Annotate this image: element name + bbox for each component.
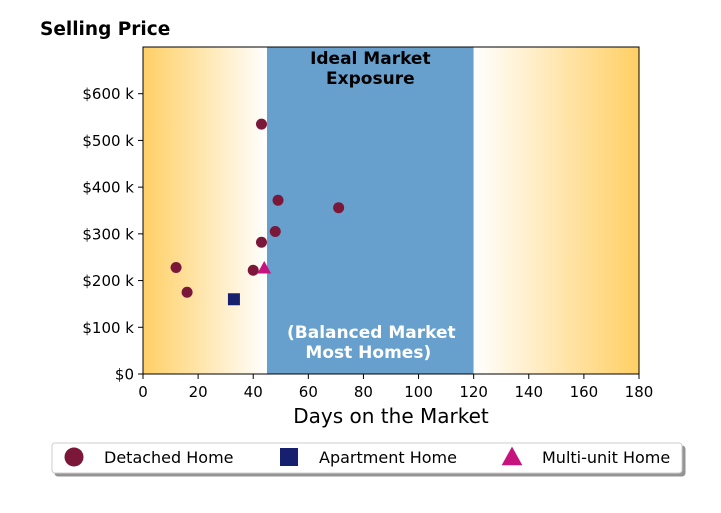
ideal-band-title-line2: Exposure	[326, 69, 415, 89]
x-tick-label: 80	[354, 383, 373, 401]
detached-home-point	[247, 264, 259, 276]
plot-frame	[142, 46, 640, 375]
gradient-band-left	[143, 47, 267, 374]
data-points	[170, 118, 345, 306]
ideal-band-title-line1: Ideal Market	[310, 49, 431, 69]
gradient-band-right	[473, 47, 639, 374]
x-tick-label: 0	[138, 383, 148, 401]
detached-home-point	[255, 236, 267, 248]
x-tick-label: 20	[189, 383, 208, 401]
legend-marker	[501, 446, 523, 466]
y-axis: $0 $100 k $200 k $300 k $400 k $500 k $600 k	[82, 85, 143, 384]
x-tick-label: 60	[299, 383, 318, 401]
apartment-home-point	[227, 293, 240, 306]
ideal-band-subtitle-line1: (Balanced Market	[287, 323, 456, 343]
y-tick-label: $200 k	[82, 272, 134, 290]
y-tick-label: $300 k	[82, 225, 134, 243]
legend-box	[51, 442, 683, 474]
y-tick-label: $600 k	[82, 85, 134, 103]
detached-home-point	[272, 194, 284, 206]
chart-title: Selling Price	[40, 19, 170, 40]
legend-label: Apartment Home	[319, 448, 457, 467]
x-tick-label: 100	[404, 383, 433, 401]
legend-marker	[64, 447, 84, 467]
x-tick-label: 160	[570, 383, 599, 401]
detached-home-point	[181, 286, 193, 298]
y-tick-label: $400 k	[82, 179, 134, 197]
y-tick-label: $500 k	[82, 132, 134, 150]
ideal-band-subtitle-line2: Most Homes)	[305, 343, 431, 363]
legend-label: Multi-unit Home	[542, 448, 670, 467]
x-axis: 0 20 40 60 80 100 120 140 160 180	[138, 374, 653, 401]
plot-background	[143, 47, 639, 374]
detached-home-point	[255, 118, 267, 130]
multi-unit-home-point	[257, 261, 272, 274]
x-tick-label: 140	[514, 383, 543, 401]
x-axis-label: Days on the Market	[293, 404, 489, 428]
ideal-exposure-band	[267, 47, 474, 374]
detached-home-point	[333, 202, 345, 214]
x-tick-label: 180	[625, 383, 654, 401]
y-tick-label: $100 k	[82, 319, 134, 337]
legend: Detached Home Apartment Home Multi-unit Ho…	[51, 442, 683, 474]
detached-home-point	[170, 261, 182, 273]
detached-home-point	[269, 226, 281, 238]
x-tick-label: 120	[459, 383, 488, 401]
legend-marker	[280, 448, 298, 466]
legend-label: Detached Home	[104, 448, 234, 467]
y-tick-label: $0	[115, 366, 134, 384]
x-tick-label: 40	[244, 383, 263, 401]
